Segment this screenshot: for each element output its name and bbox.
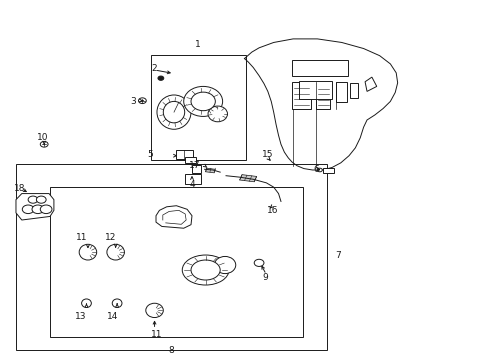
Circle shape — [254, 259, 264, 266]
Ellipse shape — [81, 299, 91, 307]
Text: 11: 11 — [76, 233, 87, 242]
Text: 7: 7 — [334, 251, 340, 260]
Text: 18: 18 — [14, 184, 25, 193]
Circle shape — [158, 76, 163, 80]
Ellipse shape — [182, 255, 228, 285]
Ellipse shape — [183, 86, 222, 116]
Bar — [176, 150, 193, 158]
Bar — [323, 168, 333, 173]
Ellipse shape — [163, 102, 184, 123]
Ellipse shape — [214, 256, 235, 274]
Ellipse shape — [157, 95, 191, 129]
Bar — [192, 165, 201, 173]
Circle shape — [40, 141, 48, 147]
Circle shape — [138, 98, 146, 104]
Bar — [335, 82, 346, 102]
Polygon shape — [365, 77, 376, 91]
Bar — [316, 82, 329, 109]
Bar — [185, 174, 201, 184]
Text: 10: 10 — [37, 133, 48, 142]
Text: 6: 6 — [313, 165, 319, 174]
Text: 1: 1 — [195, 40, 201, 49]
Ellipse shape — [112, 299, 122, 307]
Circle shape — [40, 205, 52, 213]
Ellipse shape — [145, 303, 163, 318]
Circle shape — [36, 196, 46, 203]
Bar — [50, 187, 302, 337]
Polygon shape — [205, 168, 215, 173]
Text: 2: 2 — [151, 64, 157, 73]
Bar — [291, 60, 347, 76]
Text: 4: 4 — [189, 180, 194, 189]
Polygon shape — [244, 39, 397, 170]
Ellipse shape — [191, 92, 215, 111]
Ellipse shape — [191, 260, 220, 280]
Circle shape — [28, 196, 38, 203]
Text: 9: 9 — [262, 273, 267, 282]
Circle shape — [317, 168, 322, 172]
Ellipse shape — [79, 244, 97, 260]
Text: 17: 17 — [189, 161, 200, 170]
Text: 12: 12 — [105, 233, 116, 242]
Text: 8: 8 — [168, 346, 174, 355]
Bar — [151, 55, 245, 160]
Polygon shape — [16, 194, 54, 220]
Circle shape — [22, 205, 34, 213]
Polygon shape — [156, 206, 192, 228]
Text: 5: 5 — [146, 150, 152, 159]
Ellipse shape — [107, 244, 124, 260]
Bar — [185, 157, 196, 163]
Bar — [298, 81, 331, 99]
Text: 13: 13 — [75, 312, 86, 321]
Text: 3: 3 — [129, 97, 135, 106]
Bar — [350, 83, 358, 98]
Bar — [291, 82, 310, 109]
Circle shape — [32, 205, 43, 213]
Text: 11: 11 — [151, 330, 163, 339]
Text: 16: 16 — [266, 206, 277, 215]
Text: 15: 15 — [262, 150, 273, 159]
Polygon shape — [239, 175, 256, 182]
Bar — [16, 164, 326, 350]
Ellipse shape — [207, 106, 227, 122]
Text: 14: 14 — [106, 312, 118, 321]
